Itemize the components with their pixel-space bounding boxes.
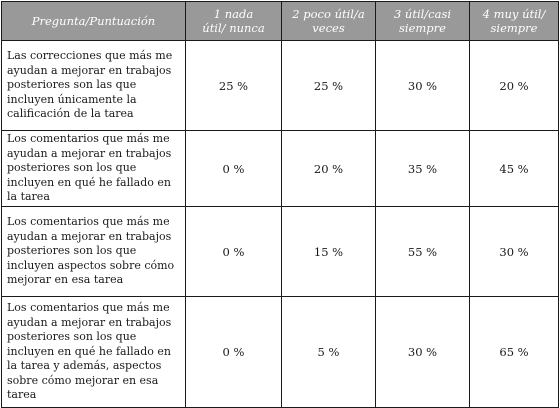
value-cell-score-4: 30 % (469, 206, 559, 297)
question-cell: Los comentarios que más me ayudan a mejo… (1, 296, 186, 408)
value-cell-score-1: 0 % (185, 206, 282, 297)
value-cell-score-3: 30 % (375, 40, 470, 131)
table-row: Los comentarios que más me ayudan a mejo… (1, 296, 559, 408)
question-cell: Los comentarios que más me ayudan a mejo… (1, 130, 186, 207)
value-cell-score-3: 30 % (375, 296, 470, 408)
value-cell-score-3: 35 % (375, 130, 470, 207)
value-cell-score-1: 0 % (185, 296, 282, 408)
question-cell: Las correcciones que más me ayudan a mej… (1, 40, 186, 131)
table-row: Los comentarios que más me ayudan a mejo… (1, 206, 559, 297)
value-cell-score-2: 25 % (281, 40, 376, 131)
header-score-2: 2 poco útil/a veces (281, 1, 376, 41)
header-score-3-label: 3 útil/casi siempre (393, 7, 452, 35)
header-score-1-label: 1 nada útil/ nunca (202, 7, 265, 35)
value-cell-score-3: 55 % (375, 206, 470, 297)
value-cell-score-1: 25 % (185, 40, 282, 131)
table-row: Los comentarios que más me ayudan a mejo… (1, 130, 559, 207)
question-cell: Los comentarios que más me ayudan a mejo… (1, 206, 186, 297)
header-score-3: 3 útil/casi siempre (375, 1, 470, 41)
value-cell-score-2: 20 % (281, 130, 376, 207)
value-cell-score-4: 45 % (469, 130, 559, 207)
header-question: Pregunta/Puntuación (1, 1, 186, 41)
header-score-2-label: 2 poco útil/a veces (292, 7, 365, 35)
value-cell-score-2: 15 % (281, 206, 376, 297)
value-cell-score-2: 5 % (281, 296, 376, 408)
header-score-4-label: 4 muy útil/ siempre (482, 7, 546, 35)
value-cell-score-1: 0 % (185, 130, 282, 207)
value-cell-score-4: 20 % (469, 40, 559, 131)
table-header-row: Pregunta/Puntuación 1 nada útil/ nunca 2… (1, 1, 559, 41)
value-cell-score-4: 65 % (469, 296, 559, 408)
header-score-4: 4 muy útil/ siempre (469, 1, 559, 41)
table-row: Las correcciones que más me ayudan a mej… (1, 40, 559, 131)
header-question-label: Pregunta/Puntuación (31, 14, 156, 28)
header-score-1: 1 nada útil/ nunca (185, 1, 282, 41)
